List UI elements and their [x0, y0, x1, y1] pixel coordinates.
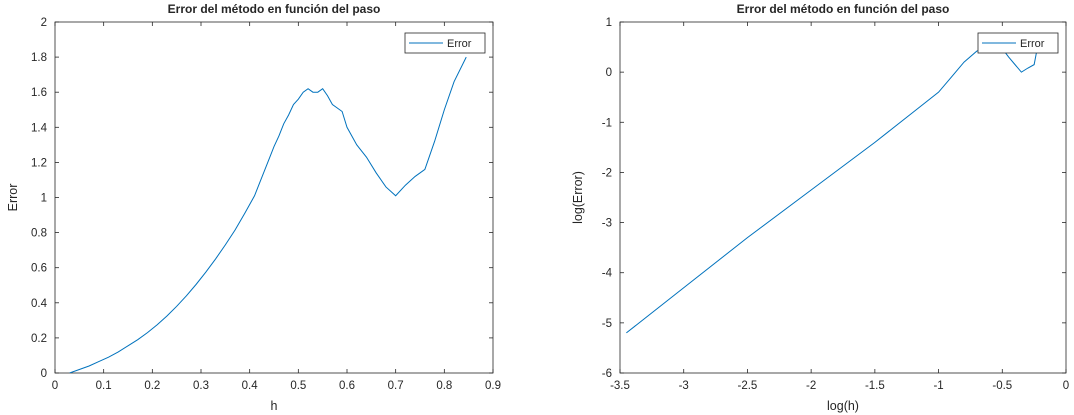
- x-tick-label: 0.5: [290, 380, 306, 392]
- x-tick-label: -1: [933, 380, 943, 392]
- axes-box: [54, 21, 494, 374]
- y-tick-label: -5: [602, 318, 612, 330]
- legend-label: Error: [1020, 38, 1045, 50]
- y-tick-label: 0.4: [31, 298, 48, 310]
- y-tick-label: -2: [602, 167, 612, 179]
- x-tick-label: -1.5: [865, 380, 885, 392]
- y-tick-label: -6: [602, 368, 612, 380]
- series-line: [626, 44, 1039, 334]
- y-tick-label: 0.2: [31, 333, 47, 345]
- y-tick-label: 0: [41, 368, 47, 380]
- chart-1: 0 0.1 0.2 0.3 0.4 0.5 0.6 0.7 0.8 0.9 0 0.2 0.4 0.6 0.…: [6, 2, 501, 413]
- y-tick-label: 1: [606, 17, 612, 29]
- y-tick-label: 1.2: [31, 157, 47, 169]
- y-tick-label: 1.6: [31, 87, 47, 99]
- axes-box: [619, 21, 1067, 374]
- x-tick-label: 0: [1063, 380, 1069, 392]
- y-tick-label: -3: [602, 218, 612, 230]
- legend-box: [404, 32, 486, 54]
- x-tick-label: 0.8: [436, 380, 452, 392]
- x-tick-label: 0.2: [144, 380, 160, 392]
- x-tick-label: 0.7: [388, 380, 404, 392]
- legend: Error: [977, 32, 1059, 54]
- x-axis-label: log(h): [827, 399, 859, 413]
- x-tick-label: 0: [52, 380, 58, 392]
- chart-2: -3.5 -3 -2.5 -2 -1.5 -1 -0.5 0 -6 -5 -4 -3 -2 -1 0 1 Err…: [571, 2, 1069, 413]
- x-tick-label: -2.5: [738, 380, 758, 392]
- y-axis-label: Error: [6, 184, 20, 212]
- legend: Error: [404, 32, 486, 54]
- legend-box: [977, 32, 1059, 54]
- x-tick-label: 0.3: [193, 380, 209, 392]
- x-tick-label: 0.4: [242, 380, 259, 392]
- x-axis-label: h: [271, 399, 278, 413]
- y-tick-label: 0.6: [31, 263, 47, 275]
- y-tick-label: 0: [606, 67, 612, 79]
- y-tick-label: 1: [41, 193, 47, 205]
- chart-title: Error del método en función del paso: [737, 2, 950, 16]
- y-axis-label: log(Error): [571, 171, 585, 224]
- y-tick-label: -4: [602, 268, 613, 280]
- x-tick-label: -2: [806, 380, 816, 392]
- series-line: [69, 56, 467, 373]
- x-tick-label: 0.9: [485, 380, 501, 392]
- x-tick-label: -3.5: [610, 380, 630, 392]
- y-tick-label: 2: [41, 17, 47, 29]
- y-tick-label: 0.8: [31, 228, 47, 240]
- y-tick-label: 1.4: [31, 122, 48, 134]
- y-tick-label: 1.8: [31, 52, 47, 64]
- x-tick-label: -0.5: [992, 380, 1012, 392]
- x-tick-label: -3: [679, 380, 689, 392]
- legend-label: Error: [447, 38, 472, 50]
- x-tick-label: 0.1: [96, 380, 112, 392]
- y-tick-label: -1: [602, 117, 612, 129]
- x-tick-label: 0.6: [339, 380, 355, 392]
- chart-title: Error del método en función del paso: [168, 2, 381, 16]
